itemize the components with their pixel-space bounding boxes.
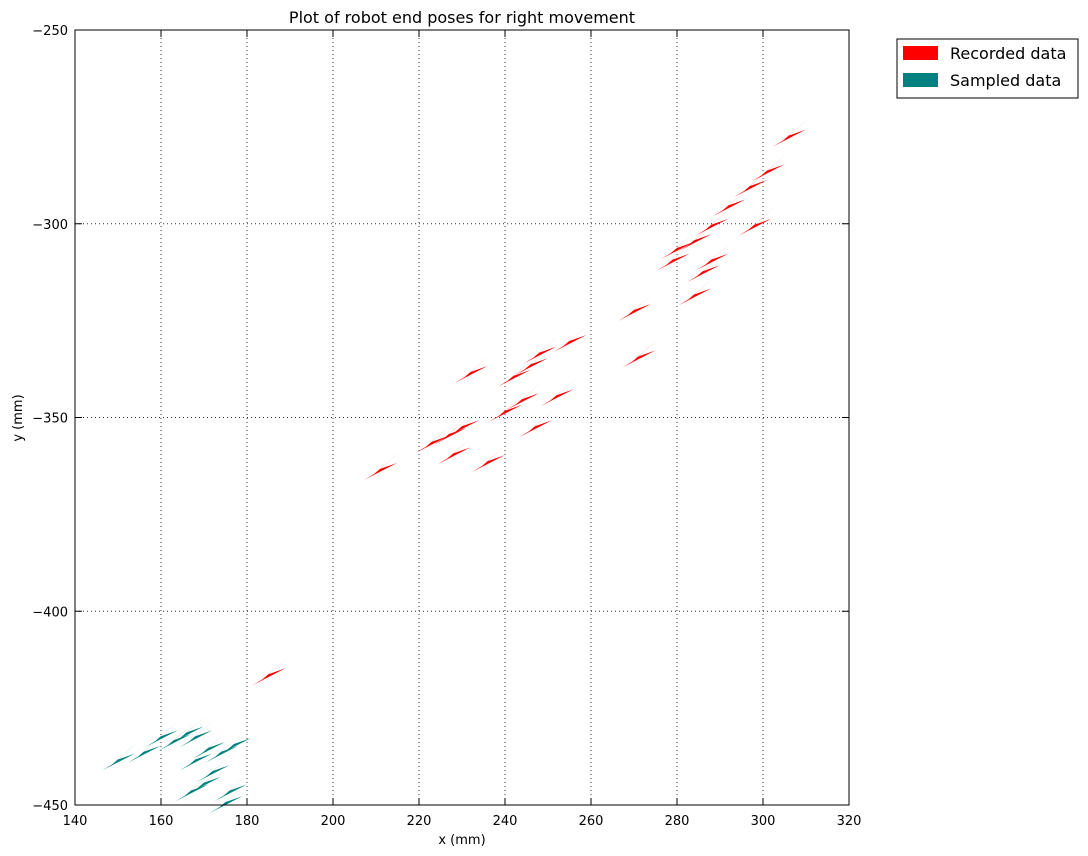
axis-ticks: 140 160 180 200 220 240 260 280 300 320 −450 −400 −3…	[32, 24, 861, 829]
x-tick-label: 220	[407, 814, 432, 829]
y-tick-label: −250	[32, 24, 68, 39]
legend-swatch	[903, 73, 938, 87]
legend: Recorded data Sampled data	[896, 38, 1079, 99]
x-tick-label: 180	[235, 814, 260, 829]
x-tick-label: 160	[149, 814, 174, 829]
x-tick-label: 300	[751, 814, 776, 829]
grid-lines	[75, 30, 849, 805]
x-tick-label: 200	[321, 814, 346, 829]
x-axis-label: x (mm)	[438, 833, 485, 848]
x-tick-label: 140	[63, 814, 88, 829]
y-tick-label: −400	[32, 605, 68, 620]
y-axis-label: y (mm)	[11, 394, 26, 441]
legend-entry-label: Recorded data	[950, 44, 1066, 63]
x-tick-label: 320	[837, 814, 862, 829]
x-tick-label: 280	[665, 814, 690, 829]
y-tick-label: −300	[32, 218, 68, 233]
chart-title: Plot of robot end poses for right moveme…	[289, 8, 635, 27]
x-tick-label: 260	[579, 814, 604, 829]
y-tick-label: −350	[32, 412, 68, 427]
legend-entry-label: Sampled data	[950, 71, 1061, 90]
legend-swatch	[903, 46, 938, 60]
x-tick-label: 240	[493, 814, 518, 829]
y-tick-label: −450	[32, 799, 68, 814]
